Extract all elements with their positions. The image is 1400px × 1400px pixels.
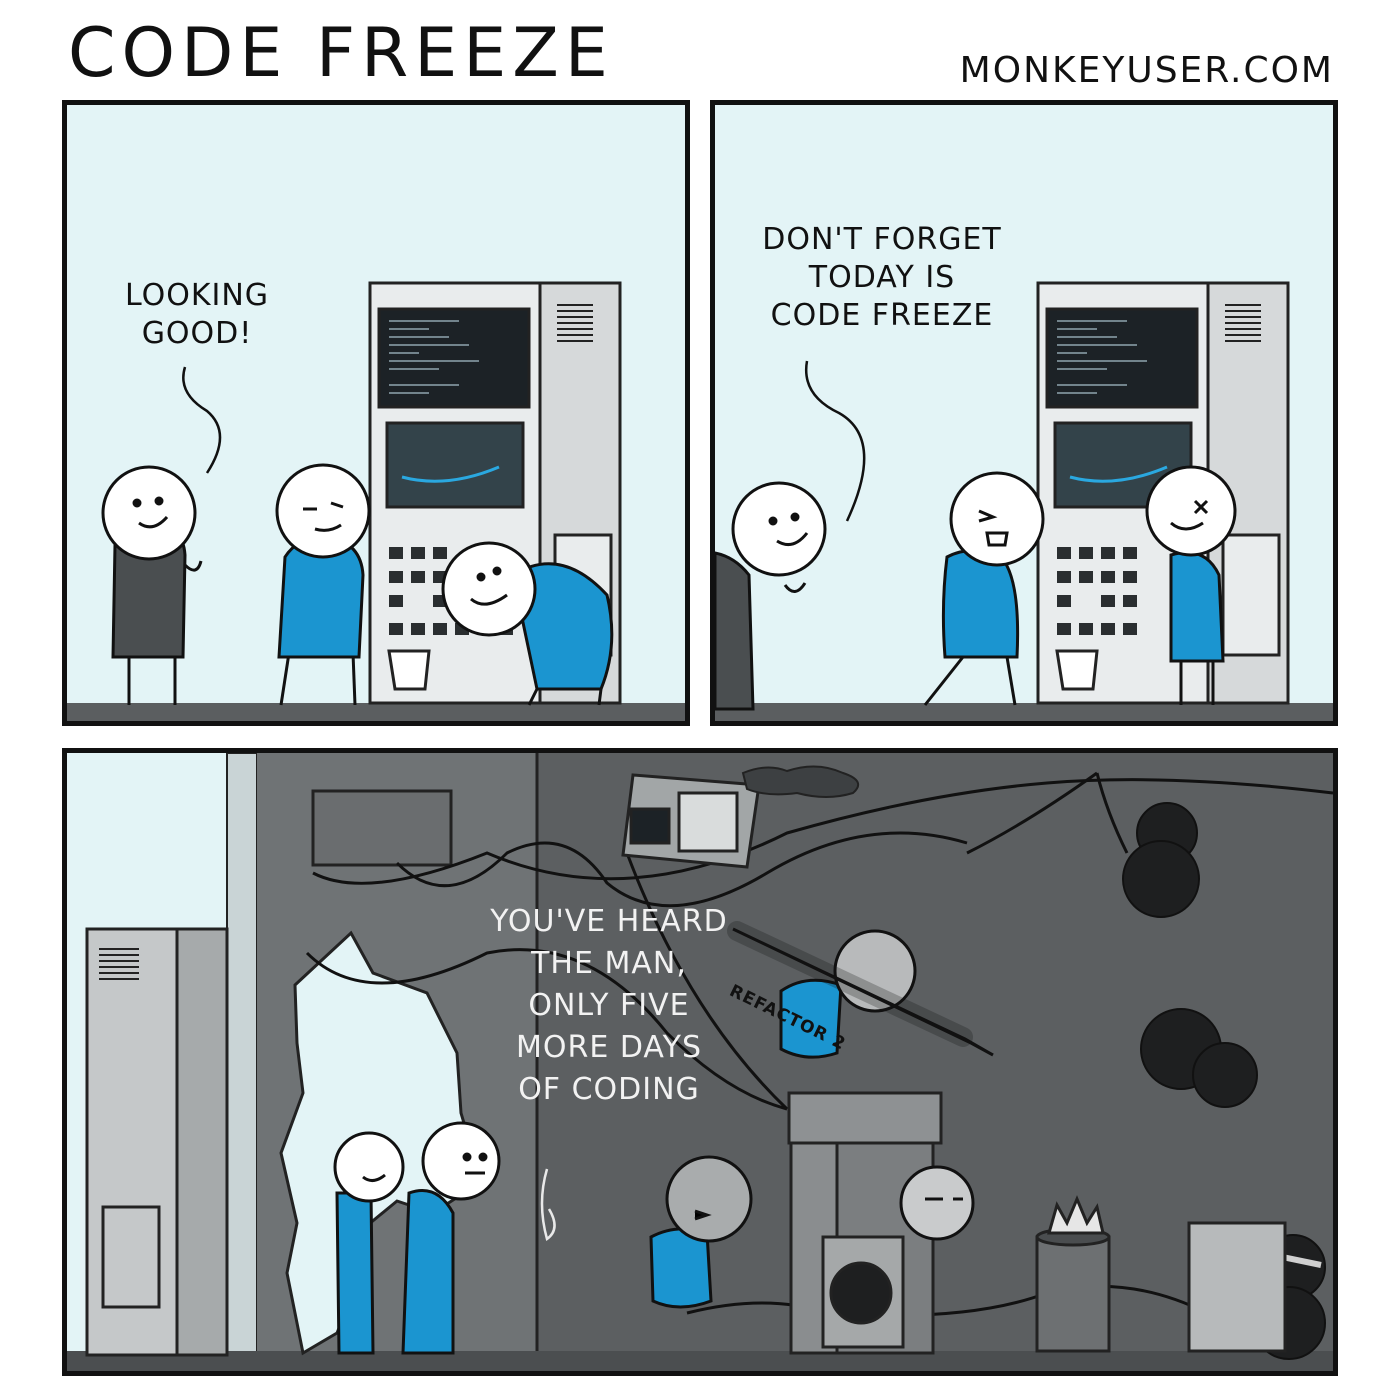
stick-figure-dev-peek-2	[401, 1121, 501, 1355]
ground	[715, 703, 1333, 721]
stick-figure-dev-1	[275, 463, 371, 706]
smoke-cloud	[741, 765, 860, 798]
display-window	[385, 421, 525, 509]
stick-figure-dev-2	[441, 541, 614, 706]
bug-2	[1140, 1008, 1258, 1108]
code-screen	[1045, 307, 1199, 409]
bug-1	[1122, 802, 1200, 918]
stick-figure-dev-refactor	[727, 921, 994, 1059]
burning-barrel	[1035, 1195, 1111, 1353]
speech-bubble-2: DON'T FORGET TODAY IS CODE FREEZE	[762, 222, 1002, 333]
keypad	[1057, 547, 1137, 635]
panel-1-scene	[67, 281, 685, 721]
locker	[85, 927, 229, 1357]
speech-bubble-1: LOOKING GOOD!	[124, 278, 270, 351]
stick-figure-dev-2	[1145, 465, 1237, 705]
panel-2-scene	[715, 281, 1333, 721]
panel-2: DON'T FORGET TODAY IS CODE FREEZE	[710, 100, 1338, 726]
code-screen	[377, 307, 531, 409]
tangled-wires	[305, 771, 1333, 1317]
site-name: MONKEYUSER.COM	[959, 50, 1334, 91]
stick-figure-dev-peek-1	[333, 1131, 405, 1355]
stick-figure-manager	[101, 465, 203, 705]
hanging-screen	[621, 773, 761, 869]
electrical-box	[311, 789, 453, 867]
stick-figure-manager	[715, 481, 827, 711]
comic-title: CODE FREEZE	[68, 14, 614, 93]
server-stand	[1187, 1221, 1287, 1353]
speech-bubble-3: YOU'VE HEARD THE MAN, ONLY FIVE MORE DAY…	[490, 904, 728, 1107]
ground	[67, 1351, 1333, 1371]
stick-figure-dev-crouch	[649, 1155, 753, 1309]
stick-figure-dev-1	[923, 471, 1045, 706]
panel-3: YOU'VE HEARD THE MAN, ONLY FIVE MORE DAY…	[62, 748, 1338, 1376]
panel-3-scene	[67, 753, 1333, 1371]
panel-1: LOOKING GOOD!	[62, 100, 690, 726]
stick-figure-dev-hiding	[899, 1165, 975, 1241]
ground	[67, 703, 685, 721]
